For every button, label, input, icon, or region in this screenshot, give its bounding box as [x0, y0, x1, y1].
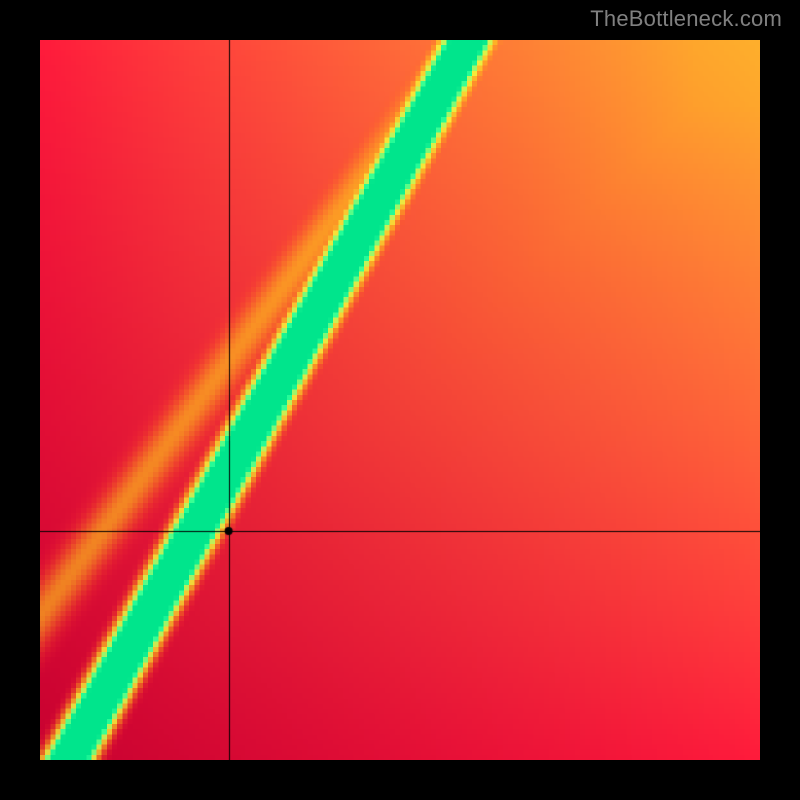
watermark-text: TheBottleneck.com: [590, 6, 782, 32]
crosshair-overlay: [40, 40, 760, 760]
